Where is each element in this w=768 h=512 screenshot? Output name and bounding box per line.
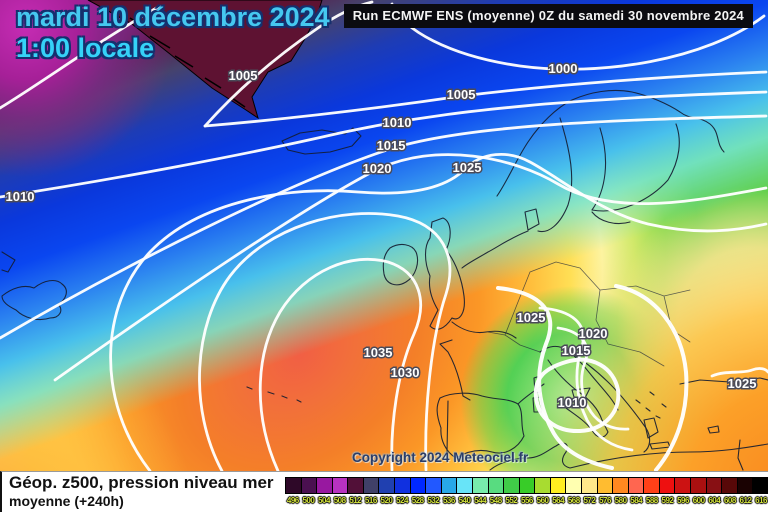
scale-value-572: 572	[583, 496, 596, 505]
scale-value-580: 580	[614, 496, 627, 505]
scale-value-532: 532	[427, 496, 440, 505]
contour-label-1015: 1015	[562, 343, 591, 358]
scale-value-516: 516	[364, 496, 377, 505]
scale-swatch-556	[519, 478, 536, 493]
scale-swatch-536	[441, 478, 458, 493]
contour-label-1005: 1005	[447, 87, 476, 102]
scale-value-524: 524	[396, 496, 408, 505]
scale-swatch-572	[581, 478, 598, 493]
contour-label-1005: 1005	[229, 68, 258, 83]
contour-label-1010: 1010	[558, 395, 587, 410]
scale-swatch-612	[737, 478, 754, 493]
scale-swatch-580	[613, 478, 629, 493]
scale-swatch-496	[286, 478, 302, 493]
scale-value-504: 504	[318, 496, 330, 505]
scale-value-552: 552	[505, 496, 518, 505]
contour-label-1010: 1010	[6, 189, 35, 204]
scale-swatch-608	[722, 478, 738, 493]
scale-swatch-596	[675, 478, 692, 493]
forecast-date: mardi 10 décembre 2024	[16, 2, 330, 32]
contour-label-1030: 1030	[391, 365, 420, 380]
contour-label-1025: 1025	[728, 376, 757, 391]
forecast-time: 1:00 locale	[16, 33, 155, 63]
scale-swatch-584	[628, 478, 645, 493]
scale-swatch-576	[597, 478, 614, 493]
scale-value-508: 508	[333, 496, 346, 505]
scale-swatch-540	[457, 478, 473, 493]
scale-value-556: 556	[521, 496, 533, 505]
scale-value-576: 576	[599, 496, 611, 505]
scale-swatch-524	[395, 478, 411, 493]
scale-value-608: 608	[723, 496, 736, 505]
scale-value-536: 536	[442, 496, 455, 505]
scale-swatch-604	[706, 478, 723, 493]
color-scale-labels: 496 500 504 508 512 516 520 524 528 532 536 540 544 5…	[285, 496, 768, 505]
contour-label-1015: 1015	[377, 138, 406, 153]
scale-swatch-588	[644, 478, 660, 493]
legend-title: Géop. z500, pression niveau mer	[9, 473, 274, 492]
scale-swatch-616	[753, 478, 768, 493]
contour-label-1000: 1000	[549, 61, 578, 76]
scale-swatch-504	[317, 478, 333, 493]
contour-label-1020: 1020	[579, 326, 608, 341]
scale-swatch-528	[410, 478, 427, 493]
scale-value-612: 612	[739, 496, 752, 505]
contour-label-1025: 1025	[453, 160, 482, 175]
contour-label-group: 1005 1000 1005 1010 1015 1020 1025 1010 1035 1030…	[4, 60, 758, 412]
scale-value-600: 600	[692, 496, 705, 505]
scale-swatch-552	[504, 478, 520, 493]
contour-label-1035: 1035	[364, 345, 393, 360]
scale-swatch-520	[379, 478, 396, 493]
date-block: mardi 10 décembre 2024 1:00 locale	[16, 2, 330, 64]
scale-swatch-548	[488, 478, 505, 493]
scale-value-616: 616	[755, 496, 768, 505]
scale-swatch-564	[550, 478, 567, 493]
scale-value-520: 520	[380, 496, 393, 505]
scale-value-540: 540	[458, 496, 471, 505]
isobar-contours	[0, 0, 768, 471]
run-info-box: Run ECMWF ENS (moyenne) 0Z du samedi 30 …	[343, 4, 753, 28]
coastlines	[1, 89, 768, 471]
scale-swatch-508	[332, 478, 349, 493]
scale-value-496: 496	[286, 496, 299, 505]
scale-value-588: 588	[645, 496, 658, 505]
scale-swatch-592	[659, 478, 676, 493]
scale-swatch-568	[566, 478, 582, 493]
scale-value-544: 544	[474, 496, 487, 505]
scale-value-592: 592	[661, 496, 674, 505]
scale-value-560: 560	[536, 496, 549, 505]
scale-value-584: 584	[630, 496, 643, 505]
scale-swatch-512	[348, 478, 364, 493]
scale-value-596: 596	[677, 496, 689, 505]
color-scale-bar	[285, 477, 768, 494]
scale-swatch-600	[691, 478, 707, 493]
greenland-landmass	[87, 0, 323, 120]
scale-value-548: 548	[489, 496, 502, 505]
scale-value-500: 500	[302, 496, 315, 505]
copyright-text: Copyright 2024 Meteociel.fr	[352, 450, 529, 465]
scale-value-568: 568	[567, 496, 580, 505]
legend-strip: Géop. z500, pression niveau mer moyenne …	[0, 471, 768, 512]
weather-map: 1005 1000 1005 1010 1015 1020 1025 1010 1035 1030…	[0, 0, 768, 471]
contour-label-1010: 1010	[383, 115, 412, 130]
scale-swatch-516	[363, 478, 380, 493]
scale-value-564: 564	[552, 496, 565, 505]
contour-label-1025: 1025	[517, 310, 546, 325]
contour-label-1020: 1020	[363, 161, 392, 176]
scale-swatch-544	[472, 478, 489, 493]
scale-value-512: 512	[349, 496, 362, 505]
scale-swatch-532	[426, 478, 442, 493]
scale-value-604: 604	[708, 496, 721, 505]
scale-swatch-560	[535, 478, 551, 493]
scale-swatch-500	[301, 478, 318, 493]
scale-value-528: 528	[411, 496, 424, 505]
legend-subtitle: moyenne (+240h)	[9, 493, 124, 509]
